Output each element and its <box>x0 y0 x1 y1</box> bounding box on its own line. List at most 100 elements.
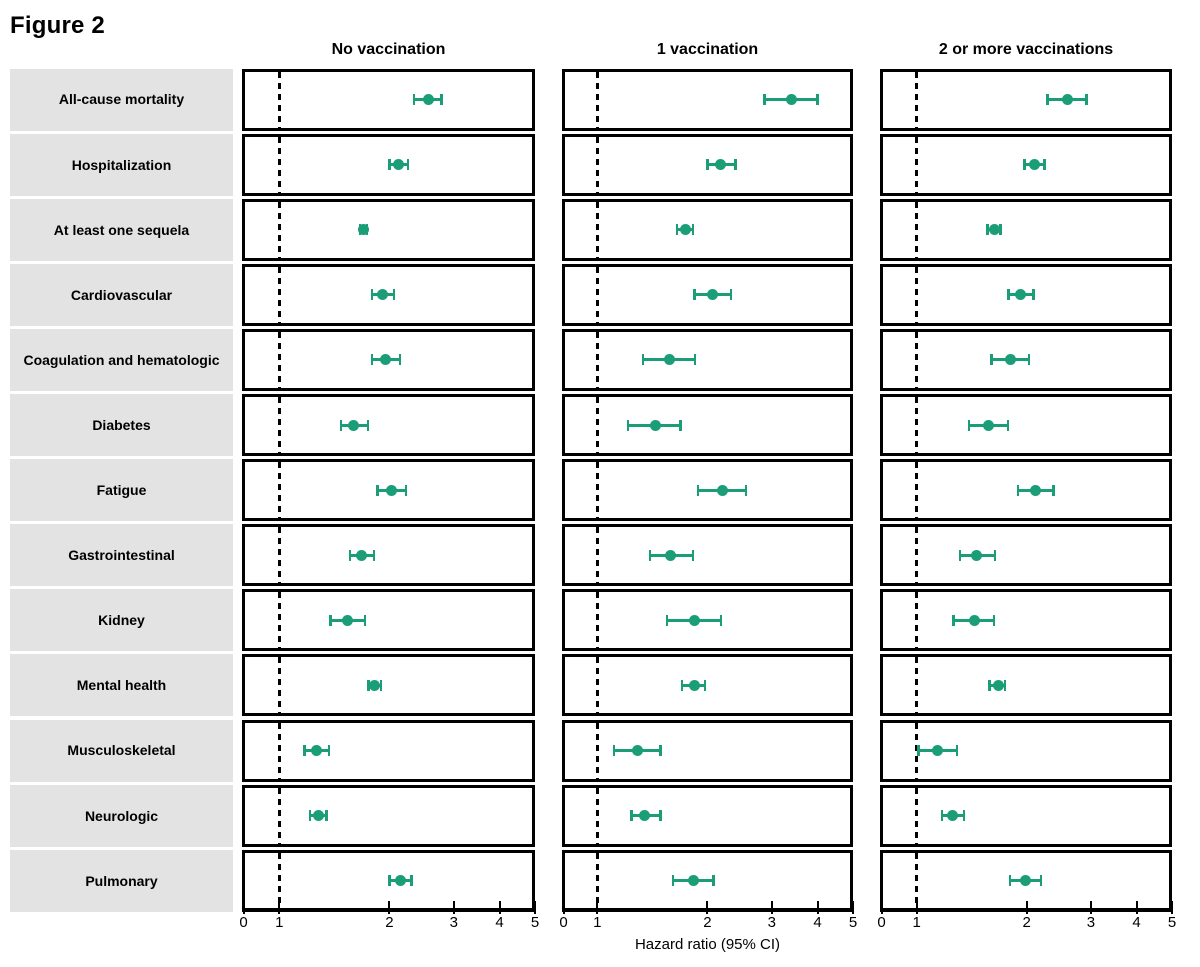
forest-panel <box>880 68 1172 131</box>
reference-line-hr1 <box>278 397 281 453</box>
row-label: All-cause mortality <box>10 68 233 131</box>
point-estimate-marker <box>395 875 407 887</box>
x-axis-tick <box>562 901 565 914</box>
x-axis-label: Hazard ratio (95% CI) <box>634 936 781 953</box>
reference-line-hr1 <box>596 462 599 519</box>
ci-cap-left <box>630 810 633 822</box>
ci-cap-right <box>410 875 413 887</box>
ci-cap-left <box>1008 875 1012 887</box>
forest-panel <box>880 328 1172 391</box>
ci-cap-right <box>719 614 723 626</box>
x-axis-tick <box>1135 901 1138 914</box>
x-axis-tick <box>915 901 918 914</box>
reference-line-hr1 <box>915 722 918 779</box>
forest-panel <box>242 133 535 196</box>
reference-line-hr1 <box>596 201 599 258</box>
x-tick-label: 4 <box>495 914 504 931</box>
ci-cap-right <box>327 745 331 756</box>
x-axis-tick <box>596 901 599 914</box>
point-estimate-marker <box>313 810 325 822</box>
ci-cap-left <box>952 614 955 626</box>
ci-cap-left <box>303 745 306 756</box>
reference-line-hr1 <box>278 527 281 584</box>
x-tick-label: 4 <box>1132 914 1141 931</box>
x-tick-label: 3 <box>767 914 776 931</box>
x-axis-tick <box>278 901 281 914</box>
forest-panel <box>562 524 853 587</box>
reference-line-hr1 <box>278 787 281 844</box>
ci-cap-right <box>372 549 376 561</box>
forest-panel <box>880 263 1172 326</box>
forest-panel <box>562 263 853 326</box>
point-estimate-marker <box>969 614 981 626</box>
x-tick-label: 5 <box>530 914 540 931</box>
ci-cap-left <box>958 549 962 561</box>
forest-panel <box>242 68 535 131</box>
ci-cap-right <box>693 354 697 366</box>
reference-line-hr1 <box>915 852 918 909</box>
forest-panel <box>880 589 1172 652</box>
ci-cap-left <box>388 875 391 887</box>
x-tick-label: 0 <box>877 914 886 931</box>
point-estimate-marker <box>1030 484 1042 496</box>
forest-panel <box>242 263 535 326</box>
row-label: Musculoskeletal <box>10 719 233 782</box>
ci-cap-right <box>679 419 682 431</box>
forest-panel <box>880 784 1172 847</box>
ci-cap-right <box>325 810 328 822</box>
reference-line-hr1 <box>278 462 281 519</box>
x-tick-label: 1 <box>912 914 921 931</box>
ci-cap-right <box>712 875 715 887</box>
ci-cap-left <box>696 484 700 496</box>
ci-cap-right <box>955 745 959 756</box>
reference-line-hr1 <box>278 852 281 909</box>
reference-line-hr1 <box>596 397 599 453</box>
point-estimate-marker <box>422 94 434 105</box>
ci-cap-right <box>1043 159 1046 171</box>
row-label: Pulmonary <box>10 849 233 912</box>
row-label: At least one sequela <box>10 198 233 261</box>
point-estimate-marker <box>688 614 700 626</box>
ci-cap-right <box>1003 679 1007 691</box>
row-label: Hospitalization <box>10 133 233 196</box>
ci-cap-left <box>917 745 920 756</box>
point-estimate-marker <box>679 224 691 236</box>
x-tick-label: 3 <box>1086 914 1096 931</box>
reference-line-hr1 <box>278 71 281 128</box>
ci-cap-left <box>348 549 352 561</box>
forest-panel <box>242 719 535 782</box>
ci-cap-left <box>388 159 391 171</box>
row-label: Neurologic <box>10 784 233 847</box>
forest-panel <box>880 524 1172 587</box>
ci-cap-left <box>671 875 675 887</box>
ci-cap-right <box>659 810 662 822</box>
point-estimate-marker <box>971 549 983 561</box>
ci-cap-left <box>308 810 312 822</box>
ci-cap-left <box>1046 94 1049 105</box>
reference-line-hr1 <box>915 462 918 519</box>
ci-cap-left <box>339 419 342 431</box>
forest-panel <box>562 784 853 847</box>
point-estimate-marker <box>632 745 644 756</box>
reference-line-hr1 <box>596 852 599 909</box>
point-estimate-marker <box>377 289 389 301</box>
x-tick-label: 1 <box>593 914 602 931</box>
ci-cap-left <box>370 289 374 301</box>
x-axis-tick <box>852 901 854 914</box>
forest-panel <box>880 394 1172 456</box>
ci-cap-right <box>962 810 966 822</box>
point-estimate-marker <box>992 679 1004 691</box>
ci-cap-right <box>1027 354 1030 366</box>
forest-panel <box>562 133 853 196</box>
point-estimate-marker <box>664 354 676 366</box>
figure-title: Figure 2 <box>10 12 105 39</box>
ci-cap-right <box>992 614 996 626</box>
ci-cap-left <box>986 224 989 236</box>
ci-cap-right <box>1039 875 1043 887</box>
reference-line-hr1 <box>915 592 918 649</box>
reference-line-hr1 <box>278 331 281 388</box>
x-axis-tick <box>706 901 709 914</box>
forest-panel <box>562 589 853 652</box>
ci-cap-right <box>366 419 370 431</box>
forest-panel <box>242 524 535 587</box>
